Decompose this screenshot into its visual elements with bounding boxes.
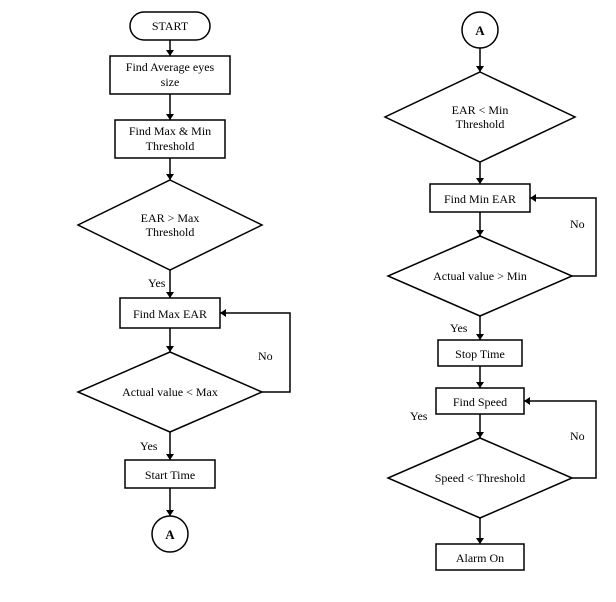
node-alarm-on-label: Alarm On [456, 551, 504, 565]
node-ear-min-l2: Threshold [456, 117, 505, 131]
arrowhead [166, 114, 174, 120]
arrowhead [476, 382, 484, 388]
arrowhead [476, 178, 484, 184]
arrowhead [166, 50, 174, 56]
node-start-label: START [152, 19, 189, 33]
edge-label-no: No [570, 429, 585, 443]
node-stop-time-label: Stop Time [455, 347, 505, 361]
node-avg-eyes-l1: Find Average eyes [126, 60, 215, 74]
node-speed-thr-label: Speed < Threshold [435, 471, 526, 485]
edge-label-no: No [258, 349, 273, 363]
edge-label-yes: Yes [148, 276, 166, 290]
edge-label-no: No [570, 217, 585, 231]
arrowhead [166, 292, 174, 298]
arrowhead [166, 454, 174, 460]
node-maxmin-l1: Find Max & Min [129, 124, 211, 138]
node-act-gt-min: Actual value > Min [388, 236, 572, 316]
node-stop-time: Stop Time [438, 340, 522, 366]
node-connector-a-top-label: A [475, 23, 485, 38]
node-act-lt-max: Actual value < Max [78, 352, 262, 432]
node-find-speed-label: Find Speed [453, 395, 507, 409]
node-start-time-label: Start Time [145, 468, 195, 482]
edge-label-yes: Yes [410, 409, 428, 423]
node-ear-min-l1: EAR < Min [452, 103, 509, 117]
flowchart: START Find Average eyes size Find Max & … [0, 0, 616, 602]
arrowhead [166, 346, 174, 352]
arrowhead [476, 334, 484, 340]
node-act-lt-max-label: Actual value < Max [122, 385, 218, 399]
node-start: START [130, 12, 210, 40]
node-ear-max: EAR > Max Threshold [78, 180, 262, 270]
node-start-time: Start Time [125, 460, 215, 488]
arrowhead [476, 230, 484, 236]
node-find-max-ear-label: Find Max EAR [133, 307, 207, 321]
arrowhead [530, 194, 536, 202]
node-connector-a-bottom-label: A [165, 527, 175, 542]
arrowhead [166, 174, 174, 180]
node-act-gt-min-label: Actual value > Min [433, 269, 527, 283]
node-ear-max-l1: EAR > Max [141, 211, 200, 225]
node-find-speed: Find Speed [436, 388, 524, 414]
node-maxmin: Find Max & Min Threshold [115, 120, 225, 158]
node-speed-thr: Speed < Threshold [388, 438, 572, 518]
node-find-min-ear: Find Min EAR [430, 184, 530, 212]
node-ear-min: EAR < Min Threshold [385, 72, 575, 162]
node-ear-max-l2: Threshold [146, 225, 195, 239]
edge-label-yes: Yes [450, 321, 468, 335]
node-alarm-on: Alarm On [436, 544, 524, 570]
edge-no-loop [220, 313, 290, 392]
node-connector-a-bottom: A [152, 516, 188, 552]
edge-no-loop [524, 401, 596, 478]
node-maxmin-l2: Threshold [146, 139, 195, 153]
arrowhead [476, 432, 484, 438]
arrowhead [166, 510, 174, 516]
arrowhead [476, 538, 484, 544]
node-avg-eyes: Find Average eyes size [110, 56, 230, 94]
arrowhead [476, 66, 484, 72]
node-avg-eyes-l2: size [161, 75, 180, 89]
node-find-max-ear: Find Max EAR [120, 298, 220, 328]
arrowhead [220, 309, 226, 317]
arrowhead [524, 397, 530, 405]
edge-no-loop [530, 198, 596, 276]
node-find-min-ear-label: Find Min EAR [444, 192, 516, 206]
edge-label-yes: Yes [140, 439, 158, 453]
node-connector-a-top: A [462, 12, 498, 48]
